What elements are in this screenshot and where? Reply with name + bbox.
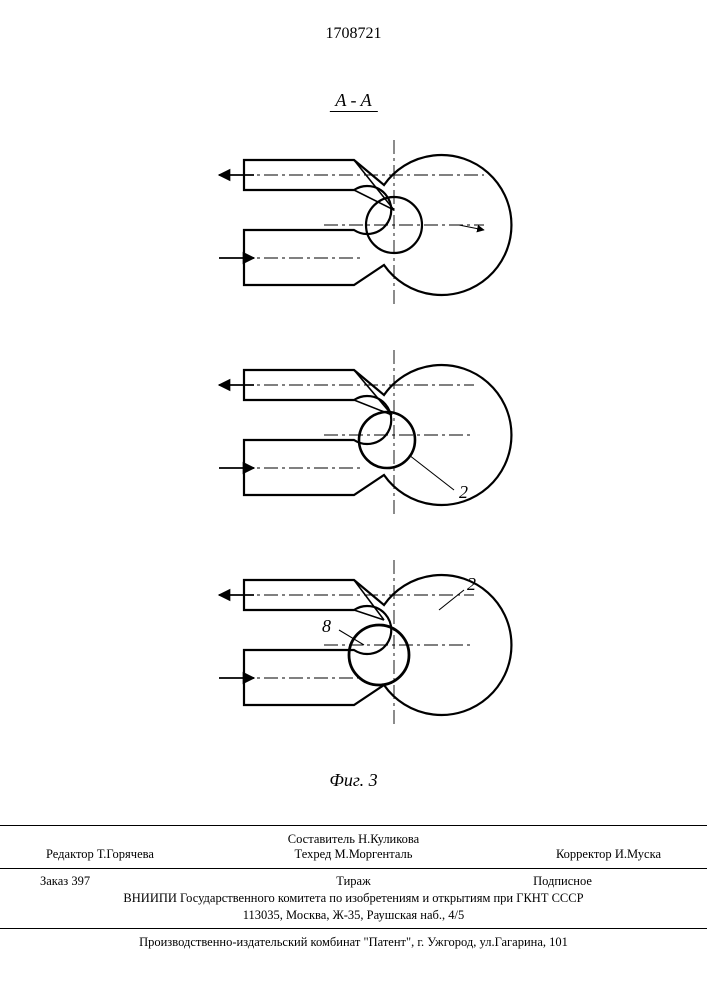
figure-label: Фиг. 3: [329, 770, 377, 791]
corrector-label: Корректор: [556, 847, 612, 861]
compiler-label: Составитель: [288, 832, 355, 846]
org-line: ВНИИПИ Государственного комитета по изоб…: [40, 890, 667, 907]
diagram-2: 2: [219, 350, 511, 515]
sub-cell: Подписное: [458, 873, 667, 890]
order-number: 397: [71, 874, 90, 888]
diagram-1: [219, 140, 511, 305]
credits-row: Редактор Т.Горячева Составитель Н.Кулико…: [0, 825, 707, 869]
tirazh-cell: Тираж: [249, 873, 458, 890]
diagram-stack: 2 8 2: [184, 120, 524, 770]
editor-cell: Редактор Т.Горячева: [40, 828, 249, 866]
order-label: Заказ: [40, 874, 68, 888]
diagram-3: 8 2: [219, 560, 511, 725]
page: 1708721 A - A: [0, 0, 707, 1000]
corrector-name: И.Муска: [615, 847, 661, 861]
techred-name: М.Моргенталь: [334, 847, 412, 861]
callout-2: 2: [459, 482, 468, 502]
compiler-name: Н.Куликова: [358, 832, 419, 846]
order-cell: Заказ 397: [40, 873, 249, 890]
center-credits: Составитель Н.Куликова Техред М.Моргента…: [249, 828, 458, 866]
section-label: A - A: [329, 90, 377, 112]
editor-label: Редактор: [46, 847, 94, 861]
address-line: 113035, Москва, Ж-35, Раушская наб., 4/5: [40, 907, 667, 924]
callout-2b: 2: [467, 574, 476, 594]
patent-number: 1708721: [326, 25, 382, 43]
diagrams-svg: 2 8 2: [184, 120, 524, 770]
publisher-line: Производственно-издательский комбинат "П…: [0, 929, 707, 1000]
techred-label: Техред: [295, 847, 332, 861]
footer: Редактор Т.Горячева Составитель Н.Кулико…: [0, 825, 707, 1000]
corrector-cell: Корректор И.Муска: [458, 828, 667, 866]
callout-8: 8: [322, 616, 331, 636]
order-block: Заказ 397 Тираж Подписное ВНИИПИ Государ…: [0, 869, 707, 929]
editor-name: Т.Горячева: [97, 847, 154, 861]
